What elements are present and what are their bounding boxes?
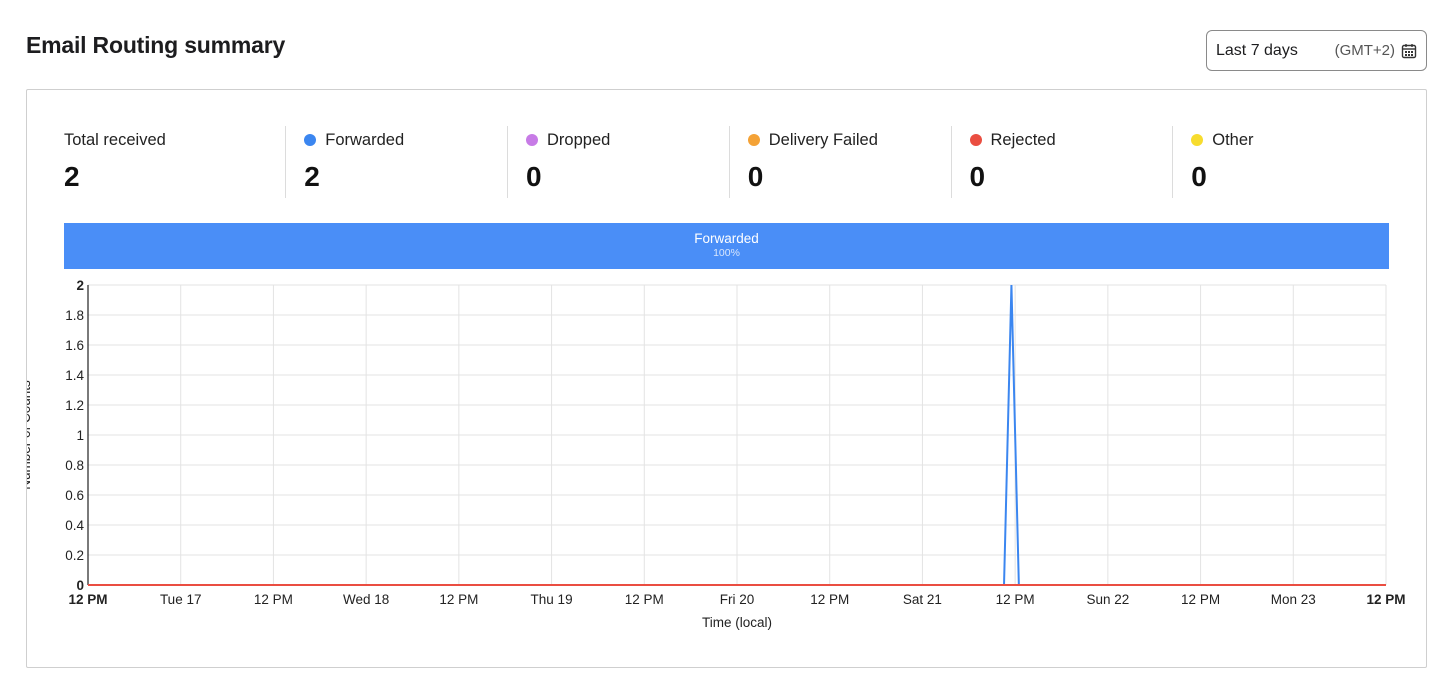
y-tick-label: 0.2 bbox=[65, 548, 84, 563]
y-tick-label: 2 bbox=[76, 278, 84, 293]
distribution-bar-label: Forwarded bbox=[694, 231, 759, 246]
stat-value: 0 bbox=[526, 161, 542, 192]
x-tick-label: Mon 23 bbox=[1271, 592, 1316, 607]
y-tick-label: 1.8 bbox=[65, 308, 84, 323]
x-tick-label: 12 PM bbox=[254, 592, 293, 607]
x-tick-label: Fri 20 bbox=[720, 592, 755, 607]
x-tick-label: 12 PM bbox=[68, 592, 107, 607]
stat-label: Other bbox=[1212, 130, 1254, 149]
stat-value: 2 bbox=[304, 161, 320, 192]
x-tick-label: 12 PM bbox=[810, 592, 849, 607]
x-tick-label: Sun 22 bbox=[1086, 592, 1129, 607]
x-tick-label: 12 PM bbox=[439, 592, 478, 607]
y-tick-label: 0 bbox=[76, 578, 84, 593]
y-tick-label: 0.6 bbox=[65, 488, 84, 503]
y-tick-label: 0.4 bbox=[65, 518, 84, 533]
y-tick-label: 1.6 bbox=[65, 338, 84, 353]
distribution-bar-percent: 100% bbox=[713, 247, 740, 259]
stat-value: 0 bbox=[747, 161, 764, 192]
x-tick-label: 12 PM bbox=[996, 592, 1035, 607]
y-tick-label: 1.2 bbox=[65, 398, 84, 413]
stat-value: 2 bbox=[64, 161, 80, 192]
stat-label: Rejected bbox=[990, 130, 1056, 149]
x-tick-label: 12 PM bbox=[1366, 592, 1405, 607]
y-tick-label: 1 bbox=[76, 428, 84, 443]
stat-forwarded: Forwarded 2 bbox=[285, 126, 507, 198]
legend-dot-icon bbox=[1191, 134, 1204, 146]
stat-rejected: Rejected 0 bbox=[950, 126, 1173, 198]
x-tick-label: 12 PM bbox=[625, 592, 664, 607]
calendar-icon[interactable] bbox=[1401, 43, 1417, 59]
stat-label: Delivery Failed bbox=[768, 130, 878, 149]
legend-dot-icon bbox=[969, 134, 982, 146]
legend-dot-icon bbox=[747, 134, 760, 146]
stat-label: Dropped bbox=[547, 130, 611, 149]
stats-row: Total received 2 Forwarded 2 Dropped 0 D… bbox=[64, 126, 1394, 198]
stat-label: Forwarded bbox=[325, 130, 405, 149]
x-tick-label: Thu 19 bbox=[531, 592, 573, 607]
stat-value: 0 bbox=[1191, 161, 1207, 192]
stat-total-received: Total received 2 bbox=[64, 126, 285, 198]
x-tick-label: Tue 17 bbox=[160, 592, 202, 607]
line-chart: 0 0.2 0.4 0.6 0.8 1 1.2 1.4 1.6 1.8 2 12 PM Tue 17 12… bbox=[27, 278, 1406, 630]
y-axis-label: Number of Counts bbox=[27, 380, 33, 490]
y-tick-label: 0.8 bbox=[65, 458, 84, 473]
stat-delivery-failed: Delivery Failed 0 bbox=[728, 126, 951, 198]
timezone-label: (GMT+2) bbox=[1334, 42, 1395, 59]
x-tick-label: Wed 18 bbox=[343, 592, 389, 607]
summary-card: Total received 2 Forwarded 2 Dropped 0 D… bbox=[26, 89, 1427, 668]
stat-value: 0 bbox=[969, 161, 986, 192]
stat-label: Total received bbox=[64, 130, 166, 149]
legend-dot-icon bbox=[526, 134, 539, 146]
x-axis-label: Time (local) bbox=[702, 615, 772, 630]
y-tick-label: 1.4 bbox=[65, 368, 84, 383]
x-tick-label: Sat 21 bbox=[903, 592, 942, 607]
x-tick-label: 12 PM bbox=[1181, 592, 1220, 607]
stat-other: Other 0 bbox=[1172, 126, 1394, 198]
distribution-bar-forwarded[interactable]: Forwarded 100% bbox=[64, 223, 1389, 269]
legend-dot-icon bbox=[304, 134, 317, 146]
page-title: Email Routing summary bbox=[26, 32, 286, 58]
stat-dropped: Dropped 0 bbox=[507, 126, 729, 198]
date-range-picker[interactable]: Last 7 days (GMT+2) bbox=[1206, 30, 1427, 71]
date-range-value: Last 7 days bbox=[1216, 41, 1298, 59]
